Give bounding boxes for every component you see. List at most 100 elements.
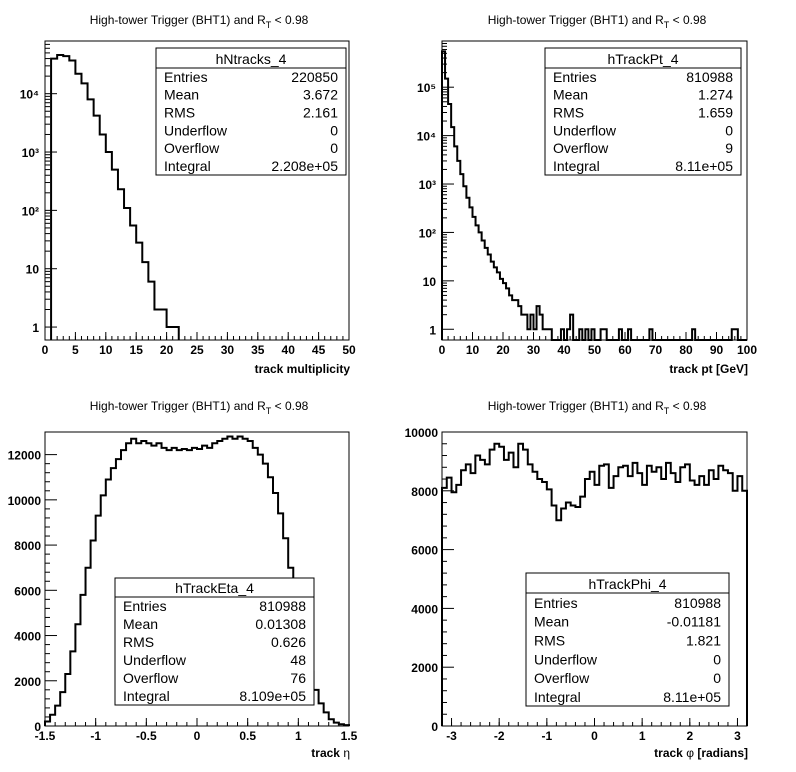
stats-row-label: Integral bbox=[553, 158, 600, 174]
stats-row-value: 8.11e+05 bbox=[675, 158, 733, 174]
stats-row-label: Entries bbox=[164, 69, 208, 85]
stats-row-value: 1.821 bbox=[686, 633, 721, 649]
x-tick-label: 80 bbox=[679, 343, 693, 357]
stats-row-label: Underflow bbox=[553, 122, 617, 138]
x-tick-label: 0 bbox=[439, 343, 446, 357]
histogram-outline bbox=[441, 50, 747, 341]
histogram-bin bbox=[494, 267, 497, 340]
histogram-bin bbox=[161, 309, 167, 340]
histogram-bin bbox=[75, 74, 81, 340]
stats-row-value: 2.161 bbox=[303, 105, 338, 121]
histogram-bin bbox=[57, 55, 63, 340]
stats-row-label: Mean bbox=[553, 87, 588, 103]
panel-tracketa: High-tower Trigger (BHT1) and RT < 0.98 -… bbox=[0, 386, 398, 772]
stats-box-name: hTrackPhi_4 bbox=[588, 576, 666, 592]
histogram-bin bbox=[619, 329, 622, 340]
histogram-bin bbox=[130, 226, 136, 340]
stats-row-label: RMS bbox=[123, 634, 154, 650]
x-tick-label: 100 bbox=[737, 343, 757, 357]
histogram-bin bbox=[733, 491, 738, 726]
x-tick-label: 30 bbox=[527, 343, 541, 357]
x-axis-label-symbol: φ bbox=[683, 746, 694, 760]
stats-row-label: Entries bbox=[553, 69, 597, 85]
chart-trackphi: High-tower Trigger (BHT1) and RT < 0.98 -… bbox=[405, 399, 748, 760]
stats-row-value: 1.659 bbox=[698, 105, 733, 121]
histogram-bin bbox=[742, 491, 747, 726]
histogram-bin bbox=[485, 464, 490, 726]
x-axis-label-text: track multiplicity bbox=[255, 362, 351, 376]
histogram-bin bbox=[509, 453, 514, 726]
stats-row-label: Integral bbox=[534, 689, 581, 705]
x-tick-label: 60 bbox=[618, 343, 632, 357]
x-tick-label: 2 bbox=[686, 729, 693, 743]
histogram-bin bbox=[570, 315, 573, 340]
x-axis-label: track η bbox=[311, 746, 350, 760]
histogram-bin bbox=[442, 488, 447, 726]
y-tick-label: 10000 bbox=[8, 494, 42, 508]
histogram-bin bbox=[148, 282, 154, 340]
histogram-bin bbox=[447, 478, 452, 726]
histogram-bin bbox=[461, 470, 466, 726]
histogram-bin bbox=[540, 315, 543, 340]
histogram-bin bbox=[454, 146, 457, 340]
histogram-bin bbox=[101, 495, 106, 726]
chart-trackpt: High-tower Trigger (BHT1) and RT < 0.98 0… bbox=[417, 13, 758, 376]
stats-row-value: 0.01308 bbox=[255, 616, 306, 632]
histogram-bin bbox=[469, 207, 472, 340]
x-axis-label: track multiplicity bbox=[255, 362, 351, 376]
x-tick-label: 0 bbox=[194, 729, 201, 743]
stats-box: hTrackPhi_4 Entries 810988 Mean -0.01181 RMS 1… bbox=[525, 572, 730, 707]
x-tick-label: 20 bbox=[496, 343, 510, 357]
histogram-bin bbox=[485, 248, 488, 340]
histogram-bin bbox=[142, 262, 148, 340]
y-tick-label: 10⁴ bbox=[417, 130, 436, 144]
y-tick-label: 10 bbox=[26, 263, 40, 277]
histogram-bin bbox=[448, 104, 451, 340]
y-tick-label: 4000 bbox=[14, 630, 41, 644]
chart-title-subscript: T bbox=[266, 406, 272, 416]
y-tick-label: 10⁵ bbox=[417, 81, 436, 95]
histogram-bin bbox=[451, 127, 454, 340]
histogram-bin bbox=[534, 329, 537, 340]
histogram-bin bbox=[561, 329, 564, 340]
x-tick-label: 25 bbox=[190, 343, 204, 357]
stats-row-label: Underflow bbox=[164, 122, 228, 138]
histogram-bin bbox=[497, 272, 500, 340]
stats-box-frame bbox=[525, 572, 730, 707]
y-tick-label: 10² bbox=[22, 204, 39, 218]
y-tick-label: 1 bbox=[32, 321, 39, 335]
histogram-bin bbox=[537, 306, 540, 340]
y-tick-label: 10³ bbox=[419, 178, 436, 192]
stats-row-value: -0.01181 bbox=[667, 614, 721, 630]
y-tick-label: 6000 bbox=[14, 584, 41, 598]
histogram-bin bbox=[471, 473, 476, 726]
histogram-bin bbox=[649, 329, 652, 340]
histogram-bin bbox=[546, 329, 549, 340]
x-tick-label: 1 bbox=[295, 729, 302, 743]
stats-row-value: 76 bbox=[290, 670, 306, 686]
histogram-bin bbox=[466, 198, 469, 340]
chart-title: High-tower Trigger (BHT1) and RT < 0.98 bbox=[488, 399, 707, 416]
stats-box-frame bbox=[114, 577, 315, 706]
stats-row-label: RMS bbox=[164, 105, 195, 121]
x-tick-label: -3 bbox=[446, 729, 457, 743]
stats-box-name: hTrackEta_4 bbox=[175, 580, 254, 596]
panel-trackpt: High-tower Trigger (BHT1) and RT < 0.98 0… bbox=[398, 0, 796, 386]
chart-title-subscript: T bbox=[664, 406, 670, 416]
stats-row-label: RMS bbox=[534, 633, 565, 649]
histogram-bin bbox=[96, 516, 101, 726]
histogram-bin bbox=[136, 243, 142, 340]
chart-title-tail: < 0.98 bbox=[271, 13, 308, 27]
y-tick-label: 0 bbox=[34, 720, 41, 734]
stats-row-value: 1.274 bbox=[698, 87, 733, 103]
y-tick-label: 6000 bbox=[411, 544, 438, 558]
stats-box-frame bbox=[155, 47, 347, 176]
stats-row-label: Integral bbox=[123, 688, 170, 704]
histogram-bin bbox=[628, 329, 631, 340]
histogram-bin bbox=[504, 460, 509, 726]
stats-row-value: 3.672 bbox=[303, 87, 338, 103]
histogram-bin bbox=[51, 59, 57, 340]
histogram-bin bbox=[543, 329, 546, 340]
histogram-bin bbox=[475, 456, 480, 726]
x-tick-label: 10 bbox=[466, 343, 480, 357]
